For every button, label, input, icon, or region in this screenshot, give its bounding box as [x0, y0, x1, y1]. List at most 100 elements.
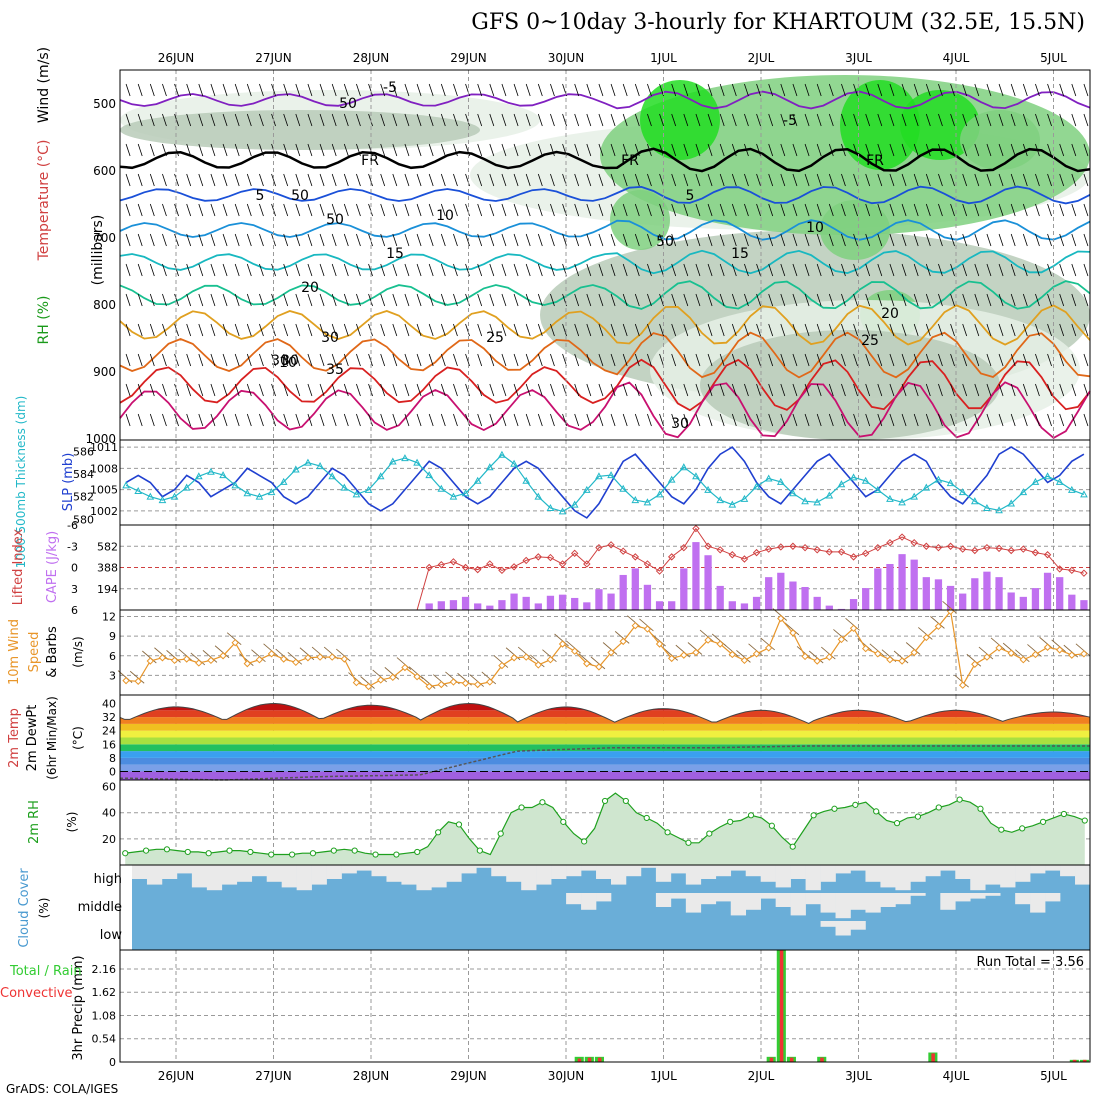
wind-barb [392, 173, 398, 187]
wind-speed-point [1019, 655, 1028, 664]
lifted-index-point [425, 563, 433, 572]
wind-barb [707, 143, 713, 157]
wind-barb [1083, 323, 1089, 337]
panel-frame [119, 949, 1091, 1063]
thickness-point [401, 454, 409, 462]
wind-barb [1035, 413, 1040, 427]
cloud-clear-cell [865, 893, 881, 913]
wind-barb [950, 353, 955, 367]
wind-barb [853, 233, 858, 247]
lifted-index-point [837, 548, 846, 556]
wind-barb [392, 383, 398, 397]
run-total-label: Run Total = 3.56 [976, 955, 1084, 970]
credit-text: GrADS: COLA/IGES [6, 1082, 119, 1096]
wind-barb [792, 83, 798, 97]
cape-bar [910, 559, 918, 610]
wind-barb [986, 353, 992, 367]
wind-barb [307, 143, 313, 157]
wind-barb [392, 143, 398, 157]
wind-barb [125, 383, 131, 397]
cloud-clear-cell [805, 865, 821, 891]
wind-barb [477, 173, 483, 187]
ylabel-rh-unit: (%) [65, 812, 79, 833]
thickness-point [910, 492, 919, 500]
thickness-point [498, 450, 506, 458]
wind-barb [671, 143, 677, 157]
cape-bar [643, 584, 652, 610]
wind-barb [283, 353, 289, 367]
cape-bar [534, 603, 542, 610]
wind-barb [489, 413, 495, 427]
wind-barb [319, 83, 325, 97]
wind-barb [259, 323, 264, 337]
wind-barb [174, 323, 179, 337]
wind-barb [525, 113, 531, 127]
cloud-clear-cell [581, 893, 597, 910]
wind-barb [610, 143, 616, 157]
wind-barb [853, 353, 858, 367]
wind-barb [865, 323, 871, 337]
wind-barb [586, 83, 592, 97]
cape-bar [728, 601, 736, 610]
rh-shade-area [960, 110, 1040, 170]
wind-speed-point [558, 640, 567, 648]
wind-barb [1083, 203, 1089, 217]
wind-barb [841, 383, 846, 397]
wind-speed-point [158, 654, 167, 662]
wind-barb [501, 83, 507, 97]
wind-speed-point [995, 644, 1003, 652]
wind-barb [319, 383, 325, 397]
cape-bar [886, 563, 894, 610]
cape-bar [765, 577, 773, 610]
wind-barb [877, 83, 883, 97]
cloud-level-label: middle [78, 900, 122, 915]
wind-barb [865, 233, 871, 247]
wind-barb [853, 173, 858, 187]
precip-tick: 0 [109, 1056, 116, 1069]
wind-barb [137, 323, 143, 337]
wind-barb [537, 383, 543, 397]
wind-barb [234, 143, 240, 157]
wind-speed-point [728, 650, 737, 659]
wind-barb [731, 353, 737, 367]
wind-barb [295, 413, 301, 427]
wind-barb [598, 203, 604, 217]
wind-barb [404, 293, 410, 307]
wind-barb [768, 293, 774, 307]
wind-barb [416, 413, 422, 427]
wind-barb [149, 383, 155, 397]
wind-barb [550, 413, 555, 427]
lifted-index-point [583, 560, 591, 568]
wind-barb [671, 203, 677, 217]
wind-barb [380, 293, 386, 307]
wind-barb [380, 143, 386, 157]
wind-barb [707, 293, 713, 307]
wind-barb [998, 173, 1004, 187]
wind-barb [246, 83, 252, 97]
wind-barb [1071, 323, 1077, 337]
wind-barb [634, 173, 640, 187]
wind-barb [950, 173, 955, 187]
wind-barb [744, 413, 749, 427]
wind-barb [319, 113, 325, 127]
wind-barb [671, 323, 677, 337]
wind-barb [162, 233, 167, 247]
wind-barb [210, 233, 216, 247]
cloud-clear-cell [835, 865, 851, 874]
wind-barb [343, 203, 349, 217]
cloud-clear-cell [835, 893, 851, 919]
cloud-clear-cell [536, 865, 552, 885]
cloud-clear-cell [820, 865, 836, 882]
wind-barb [792, 143, 798, 157]
wind-barb [283, 83, 289, 97]
wind-speed-point [777, 614, 785, 623]
wind-barb [901, 203, 907, 217]
wind-barb [477, 263, 483, 277]
wind-barb [210, 83, 216, 97]
wind-barb [453, 383, 458, 397]
wind-barb [319, 173, 325, 187]
wind-barb [210, 353, 216, 367]
wind-barb [537, 353, 543, 367]
wind-barb [283, 383, 289, 397]
wind-barb [307, 263, 313, 277]
